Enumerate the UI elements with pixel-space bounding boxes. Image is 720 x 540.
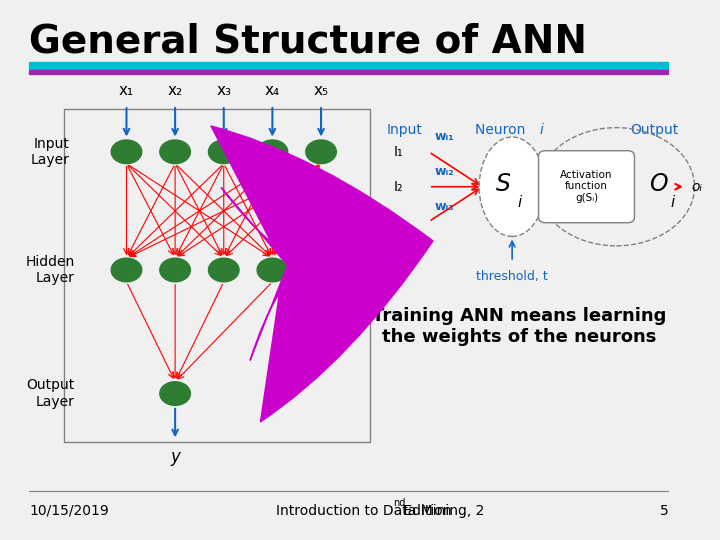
- FancyBboxPatch shape: [539, 151, 634, 222]
- Text: nd: nd: [393, 498, 405, 508]
- Text: x₂: x₂: [168, 83, 183, 98]
- Text: Input
Layer: Input Layer: [30, 137, 69, 167]
- Text: Output
Layer: Output Layer: [26, 379, 74, 409]
- Text: I₁: I₁: [394, 145, 404, 159]
- Text: Introduction to Data Mining, 2: Introduction to Data Mining, 2: [276, 504, 485, 518]
- Text: Activation
function
g(Sᵢ): Activation function g(Sᵢ): [560, 170, 613, 203]
- Text: O: O: [649, 172, 667, 196]
- Text: threshold, t: threshold, t: [476, 270, 548, 283]
- Text: Neuron: Neuron: [474, 123, 529, 137]
- FancyArrowPatch shape: [211, 126, 433, 422]
- Text: Hidden
Layer: Hidden Layer: [25, 255, 75, 285]
- Text: I₃: I₃: [394, 215, 404, 228]
- Text: x₄: x₄: [265, 83, 280, 98]
- Text: x₁: x₁: [119, 83, 134, 98]
- Circle shape: [160, 258, 190, 282]
- Circle shape: [160, 382, 190, 406]
- Ellipse shape: [479, 137, 545, 237]
- Text: S: S: [495, 172, 510, 196]
- Text: x₅: x₅: [313, 83, 328, 98]
- Circle shape: [306, 140, 336, 164]
- Text: y: y: [170, 448, 180, 467]
- Text: oᵢ: oᵢ: [691, 180, 703, 194]
- Text: Edition: Edition: [399, 504, 451, 518]
- Text: i: i: [670, 195, 675, 210]
- Text: 10/15/2019: 10/15/2019: [30, 504, 109, 518]
- Text: i: i: [540, 123, 544, 137]
- Text: wᵢ₃: wᵢ₃: [435, 200, 454, 213]
- Text: 5: 5: [660, 504, 668, 518]
- Circle shape: [209, 258, 239, 282]
- Circle shape: [160, 140, 190, 164]
- Text: General Structure of ANN: General Structure of ANN: [30, 23, 588, 61]
- Bar: [30, 70, 668, 74]
- Text: Training ANN means learning
the weights of the neurons: Training ANN means learning the weights …: [372, 307, 666, 346]
- Text: i: i: [517, 195, 521, 210]
- Text: Input: Input: [387, 123, 423, 137]
- Circle shape: [111, 140, 142, 164]
- Text: Output: Output: [631, 123, 679, 137]
- Circle shape: [257, 258, 288, 282]
- Bar: [30, 62, 668, 69]
- Text: wᵢ₁: wᵢ₁: [435, 130, 454, 143]
- Text: wᵢ₂: wᵢ₂: [435, 165, 454, 178]
- Text: x₃: x₃: [216, 83, 231, 98]
- Text: I₂: I₂: [394, 180, 404, 194]
- Circle shape: [111, 258, 142, 282]
- Circle shape: [209, 140, 239, 164]
- Circle shape: [257, 140, 288, 164]
